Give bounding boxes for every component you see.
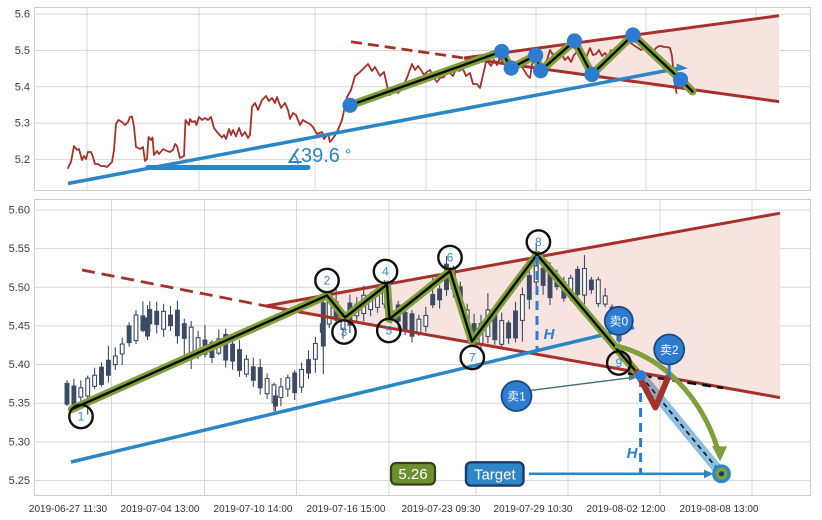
svg-text:2: 2 [324, 274, 331, 288]
svg-text:5.4: 5.4 [15, 81, 30, 93]
svg-text:2019-06-27 11:30: 2019-06-27 11:30 [29, 504, 108, 515]
svg-text:5.50: 5.50 [9, 282, 30, 294]
svg-text:5.60: 5.60 [9, 205, 30, 217]
svg-text:卖0: 卖0 [609, 314, 628, 328]
svg-text:8: 8 [535, 235, 542, 249]
svg-text:1: 1 [78, 410, 85, 424]
svg-text:9: 9 [615, 356, 622, 370]
svg-text:4: 4 [382, 265, 389, 279]
svg-text:2019-07-29 10:30: 2019-07-29 10:30 [494, 504, 573, 515]
svg-text:5.25: 5.25 [9, 475, 30, 487]
svg-text:5.35: 5.35 [9, 398, 30, 410]
svg-text:3: 3 [341, 325, 348, 339]
svg-text:5.6: 5.6 [15, 9, 30, 21]
svg-text:2019-07-04 13:00: 2019-07-04 13:00 [121, 504, 200, 515]
svg-text:2019-07-23 09:30: 2019-07-23 09:30 [402, 504, 481, 515]
svg-text:卖2: 卖2 [660, 343, 679, 357]
svg-text:5.26: 5.26 [398, 466, 427, 483]
svg-text:2019-08-02 12:00: 2019-08-02 12:00 [587, 504, 666, 515]
svg-text:2019-08-08 13:00: 2019-08-08 13:00 [680, 504, 759, 515]
svg-text:∡: ∡ [286, 146, 304, 168]
svg-text:H: H [544, 326, 556, 343]
svg-text:5.2: 5.2 [15, 154, 30, 166]
svg-text:5.45: 5.45 [9, 320, 30, 332]
svg-text:2019-07-16 15:00: 2019-07-16 15:00 [307, 504, 386, 515]
svg-text:5.5: 5.5 [15, 45, 30, 57]
svg-text:5.40: 5.40 [9, 359, 30, 371]
svg-text:39.6: 39.6 [301, 145, 340, 167]
svg-text:5.55: 5.55 [9, 243, 30, 255]
svg-text:7: 7 [469, 351, 476, 365]
svg-text:6: 6 [447, 251, 454, 265]
svg-text:5.30: 5.30 [9, 436, 30, 448]
svg-text:卖1: 卖1 [507, 390, 526, 404]
svg-text:5.3: 5.3 [15, 118, 30, 130]
svg-text:Target: Target [474, 467, 517, 484]
svg-text:5: 5 [385, 324, 392, 338]
svg-text:°: ° [345, 147, 351, 164]
svg-text:H: H [627, 445, 639, 462]
svg-text:2019-07-10 14:00: 2019-07-10 14:00 [214, 504, 293, 515]
